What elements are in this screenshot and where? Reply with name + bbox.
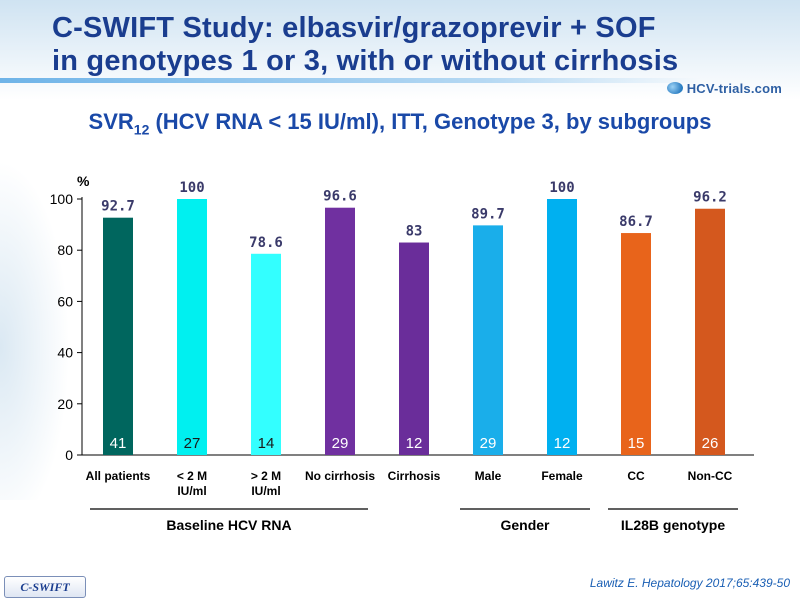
slide-title: C-SWIFT Study: elbasvir/grazoprevir + SO… [52,12,752,78]
x-tick-label: Male [475,469,502,483]
x-tick-label-line2: IU/ml [251,484,280,498]
y-tick-label: 20 [57,396,73,412]
bar-value-label: 100 [549,180,574,196]
background-decoration [0,160,70,500]
title-band [0,0,800,100]
x-tick-label: Non-CC [688,469,733,483]
bar [695,208,725,455]
bar-value-label: 78.6 [249,235,283,251]
logo-text: HCV-trials.com [686,80,782,96]
x-tick-label: < 2 M [177,469,207,483]
x-tick-label-line2: IU/ml [177,484,206,498]
subtitle-prefix: SVR [88,109,134,134]
bar-value-label: 96.2 [693,190,727,206]
bar-count-label: 27 [184,435,201,452]
subtitle-subscript: 12 [133,121,150,138]
subtitle-rest: (HCV RNA < 15 IU/ml), ITT, Genotype 3, b… [149,109,712,134]
title-accent-bar [0,78,700,83]
bar-value-label: 86.7 [619,214,653,230]
bar [473,225,503,455]
bar-count-label: 29 [480,435,497,452]
bar-value-label: 96.6 [323,189,357,205]
y-tick-label: 0 [65,447,73,463]
bar-count-label: 41 [110,435,127,452]
y-tick-label: 100 [50,191,74,207]
bar [547,199,577,455]
citation: Lawitz E. Hepatology 2017;65:439-50 [589,576,790,590]
bar-count-label: 15 [628,435,645,452]
study-tag: C-SWIFT [4,576,86,598]
group-label: Baseline HCV RNA [166,517,291,533]
bar-value-label: 83 [406,224,423,240]
bar-count-label: 29 [332,435,349,452]
x-tick-label: No cirrhosis [305,469,375,483]
bar-count-label: 26 [702,435,719,452]
x-tick-label: Cirrhosis [388,469,441,483]
y-tick-label: 60 [57,293,73,309]
bar-count-label: 12 [406,435,423,452]
bar [325,207,355,455]
y-tick-label: 80 [57,242,73,258]
x-tick-label: CC [627,469,645,483]
chart-subtitle: SVR12 (HCV RNA < 15 IU/ml), ITT, Genotyp… [0,109,800,137]
bar [251,253,281,455]
bar [177,199,207,455]
x-tick-label: All patients [86,469,151,483]
x-tick-label: Female [541,469,583,483]
hcv-trials-logo: HCV-trials.com [666,79,782,97]
y-tick-label: 40 [57,345,73,361]
bar [621,233,651,455]
x-tick-label: > 2 M [251,469,281,483]
y-axis-label: % [77,173,90,189]
group-label: Gender [500,517,550,533]
bar-value-label: 92.7 [101,199,135,215]
group-label: IL28B genotype [621,517,725,533]
title-line-1: C-SWIFT Study: elbasvir/grazoprevir + SO… [52,12,656,44]
bar [399,242,429,455]
bar-value-label: 89.7 [471,206,505,222]
title-line-2: in genotypes 1 or 3, with or without cir… [52,45,679,77]
bar-value-label: 100 [179,180,204,196]
logo-mark-icon [666,82,683,94]
bar-count-label: 14 [258,435,275,452]
bar [103,217,133,455]
bar-count-label: 12 [554,435,571,452]
